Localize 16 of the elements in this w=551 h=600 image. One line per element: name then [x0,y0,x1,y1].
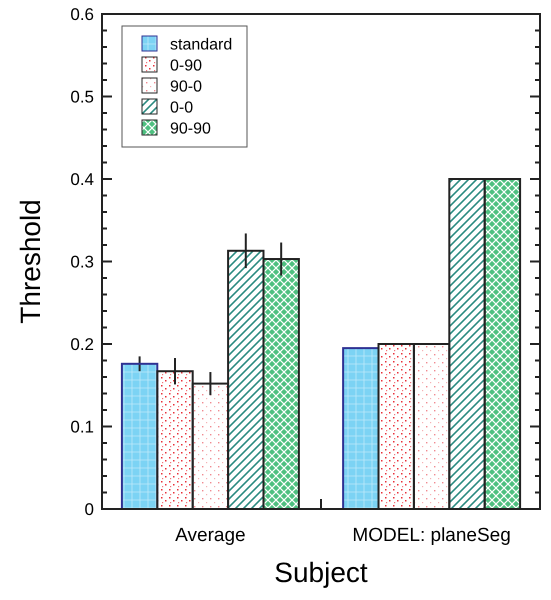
y-tick-label: 0.1 [70,417,94,436]
y-tick-label: 0.5 [70,87,94,106]
y-tick-label: 0.3 [70,252,94,272]
x-tick-label: MODEL: planeSeg [352,525,511,546]
legend-label: standard [170,36,232,54]
y-axis-title: Threshold [15,199,46,324]
legend-label: 90-90 [170,120,212,138]
y-tick-label: 0.6 [70,4,94,24]
legend-label: 90-0 [170,78,202,96]
legend-label: 0-90 [170,58,202,75]
x-tick-label: Average [175,525,246,546]
x-axis-title: Subject [274,557,368,588]
y-tick-label: 0 [84,500,94,519]
y-tick-label: 0.4 [70,170,94,189]
legend-label: 0-0 [170,100,194,117]
y-tick-label: 0.2 [70,334,94,354]
